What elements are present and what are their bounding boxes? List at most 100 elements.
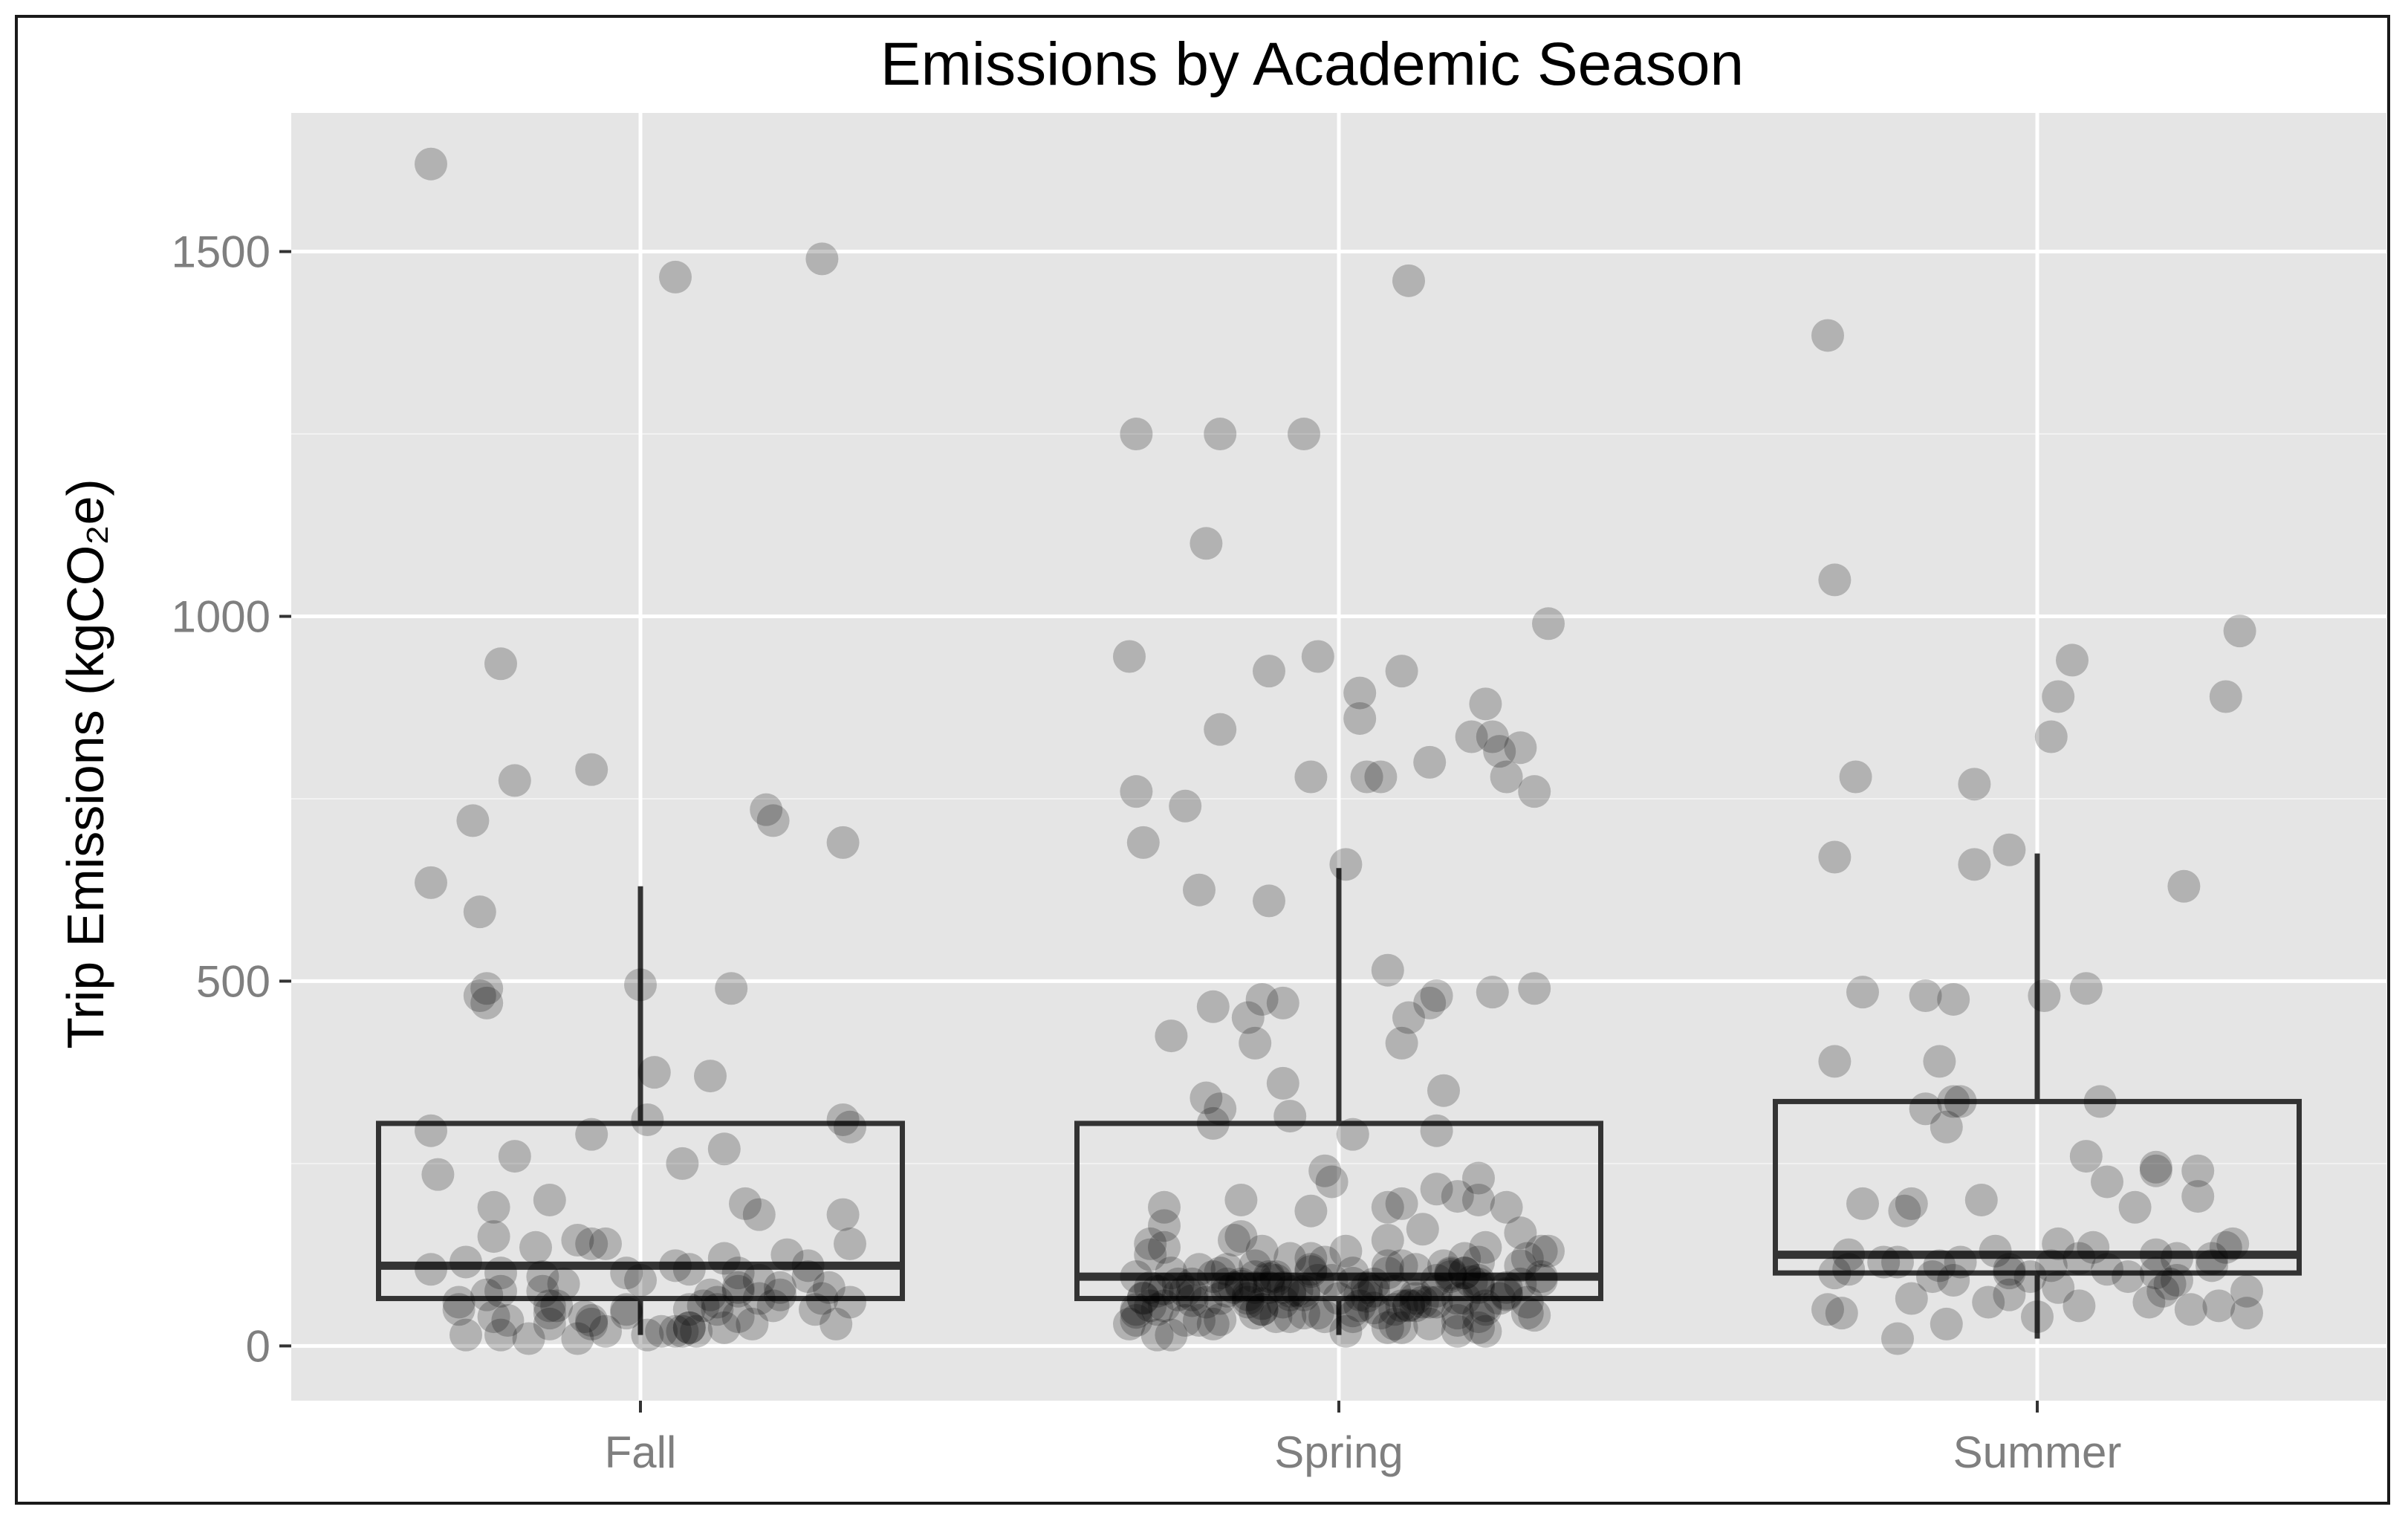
data-point-spring — [1161, 1278, 1195, 1311]
data-point-spring — [1420, 1285, 1453, 1319]
data-point-spring — [1161, 1267, 1195, 1300]
data-point-spring — [1490, 760, 1523, 794]
data-point-summer — [1923, 1249, 1956, 1283]
data-point-summer — [2112, 1260, 2145, 1294]
data-point-spring — [1490, 1271, 1523, 1304]
data-point-fall — [533, 1297, 566, 1330]
data-point-fall — [610, 1257, 643, 1290]
data-point-spring — [1224, 1269, 1258, 1303]
data-point-fall — [721, 1274, 755, 1308]
data-point-fall — [533, 1183, 566, 1216]
data-point-spring — [1350, 1280, 1383, 1313]
data-point-spring — [1399, 1282, 1432, 1315]
data-point-spring — [1301, 1263, 1334, 1297]
boxplot-chart: Emissions by Academic Season 0 500 1000 150… — [56, 30, 2386, 1477]
data-point-spring — [1204, 418, 1237, 451]
data-point-fall — [463, 895, 496, 929]
data-point-spring — [1476, 976, 1509, 1009]
data-point-fall — [526, 1260, 559, 1294]
data-point-summer — [2139, 1150, 2172, 1184]
data-point-spring — [1120, 775, 1153, 808]
data-point-spring — [1510, 1242, 1544, 1275]
data-point-fall — [415, 1253, 447, 1286]
data-point-summer — [2069, 1140, 2103, 1173]
data-point-spring — [1301, 1297, 1334, 1330]
data-point-fall — [750, 793, 783, 826]
data-point-fall — [484, 1274, 517, 1308]
data-point-summer — [1909, 1092, 1942, 1126]
data-point-spring — [1490, 1190, 1523, 1224]
data-point-spring — [1434, 1258, 1467, 1291]
data-point-summer — [2091, 1165, 2123, 1199]
data-point-fall — [742, 1263, 776, 1297]
data-point-fall — [561, 1223, 594, 1257]
grid-lines — [291, 113, 2386, 1401]
x-tick-label-fall: Fall — [605, 1427, 677, 1477]
data-point-spring — [1253, 1262, 1285, 1296]
data-point-fall — [687, 1289, 720, 1323]
data-point-fall — [575, 753, 609, 786]
data-point-fall — [659, 260, 692, 294]
chart-frame: Emissions by Academic Season 0 500 1000 150… — [15, 15, 2390, 1505]
data-point-fall — [415, 866, 447, 899]
data-point-summer — [2034, 1249, 2068, 1283]
data-point-summer — [1937, 982, 1970, 1016]
y-tick-label: 1000 — [172, 591, 270, 641]
data-point-spring — [1259, 1263, 1293, 1297]
data-point-spring — [1371, 1257, 1404, 1290]
data-point-summer — [1881, 1322, 1914, 1355]
data-point-spring — [1378, 1293, 1412, 1326]
data-point-fall — [742, 1198, 776, 1231]
data-point-fall — [834, 1285, 866, 1319]
data-point-summer — [1832, 1238, 1866, 1271]
data-point-spring — [1413, 1307, 1447, 1340]
data-point-summer — [2132, 1285, 2166, 1319]
data-point-spring — [1455, 1265, 1488, 1298]
data-point-spring — [1357, 1267, 1390, 1300]
data-point-fall — [721, 1271, 755, 1304]
data-point-spring — [1406, 1213, 1439, 1246]
data-point-spring — [1245, 982, 1279, 1016]
data-point-spring — [1371, 953, 1404, 987]
data-point-fall — [415, 147, 447, 181]
data-point-spring — [1204, 1257, 1237, 1290]
data-point-summer — [2181, 1154, 2215, 1187]
data-point-fall — [526, 1274, 559, 1308]
data-point-summer — [1923, 1045, 1956, 1078]
data-point-spring — [1140, 1318, 1174, 1352]
data-point-spring — [1253, 655, 1285, 688]
chart-title: Emissions by Academic Season — [880, 30, 1744, 98]
data-point-summer — [1993, 833, 2026, 866]
data-point-summer — [2209, 1230, 2242, 1264]
data-point-spring — [1294, 1253, 1328, 1286]
data-point-spring — [1343, 701, 1377, 735]
data-point-spring — [1190, 1285, 1223, 1319]
data-point-summer — [1944, 1085, 1977, 1118]
data-point-spring — [1218, 1223, 1250, 1257]
data-point-spring — [1245, 1234, 1279, 1268]
data-point-fall — [707, 1311, 741, 1344]
data-point-spring — [1126, 826, 1160, 859]
data-point-spring — [1273, 1278, 1307, 1311]
data-point-spring — [1518, 972, 1551, 1005]
data-point-spring — [1245, 1293, 1279, 1326]
data-point-spring — [1218, 1271, 1250, 1304]
data-point-spring — [1323, 1282, 1355, 1315]
data-point-fall — [519, 1230, 552, 1264]
data-point-summer — [2139, 1238, 2172, 1271]
data-point-spring — [1364, 1297, 1398, 1330]
data-point-spring — [1245, 1287, 1279, 1320]
data-point-summer — [2028, 979, 2061, 1013]
data-point-spring — [1441, 1303, 1474, 1337]
data-point-spring — [1196, 1307, 1230, 1340]
data-point-spring — [1120, 1260, 1153, 1294]
data-point-spring — [1259, 1260, 1293, 1294]
data-point-spring — [1204, 1282, 1237, 1315]
data-point-spring — [1462, 1300, 1495, 1334]
data-point-fall — [631, 1318, 664, 1352]
data-point-spring — [1175, 1284, 1209, 1317]
data-point-spring — [1504, 1267, 1537, 1300]
data-point-fall — [575, 1118, 609, 1151]
data-point-spring — [1490, 1278, 1523, 1311]
data-point-summer — [1818, 1257, 1852, 1290]
